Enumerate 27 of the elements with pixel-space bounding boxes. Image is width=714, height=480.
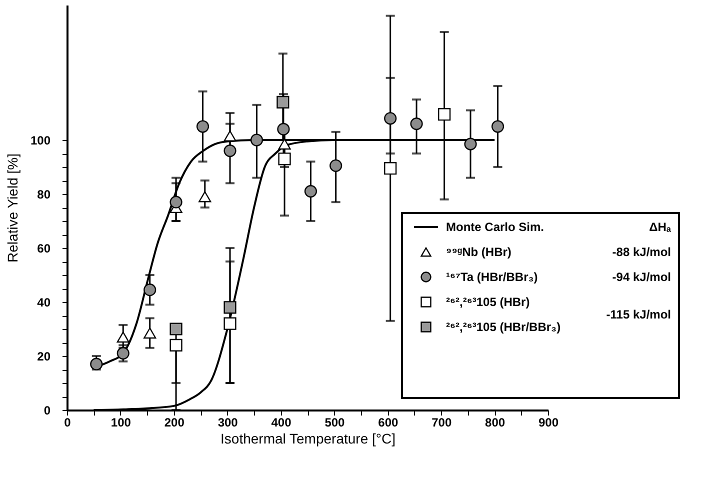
text: -94 kJ/mol (612, 270, 671, 284)
x-tick-label: 200 (164, 416, 185, 430)
legend-label: ²⁶²,²⁶³105 (HBr) (446, 295, 530, 309)
x-tick-label: 400 (271, 416, 292, 430)
legend-label: ²⁶²,²⁶³105 (HBr/BBr₃) (446, 320, 561, 334)
legend-label: Monte Carlo Sim. (446, 220, 544, 234)
x-axis-title: Isothermal Temperature [°C] (220, 430, 396, 446)
x-tick-label: 600 (378, 416, 398, 430)
x-tick-label: 0 (64, 416, 72, 430)
x-tick-label: 500 (324, 416, 346, 430)
x-tick-label: 800 (485, 416, 506, 430)
y-tick-label: 0 (44, 404, 51, 418)
y-tick-label: 60 (37, 242, 51, 256)
text: ΔHₐ (649, 220, 672, 234)
y-tick-label: 80 (37, 188, 51, 202)
x-tick-label: 900 (538, 416, 559, 430)
y-tick-label: 20 (37, 350, 51, 364)
y-axis-title: Relative Yield [%] (4, 154, 20, 262)
y-tick-label: 100 (30, 134, 51, 148)
text: -115 kJ/mol (606, 308, 671, 322)
x-tick-label: 300 (218, 416, 238, 430)
legend-label: ⁹⁹ᵍNb (HBr) (446, 245, 512, 259)
x-tick-label: 700 (432, 416, 452, 430)
x-tick-label: 100 (110, 416, 132, 430)
y-tick-label: 40 (37, 296, 51, 310)
text: -88 kJ/mol (612, 245, 671, 259)
legend-label: ¹⁶⁷Ta (HBr/BBr₃) (446, 270, 538, 284)
